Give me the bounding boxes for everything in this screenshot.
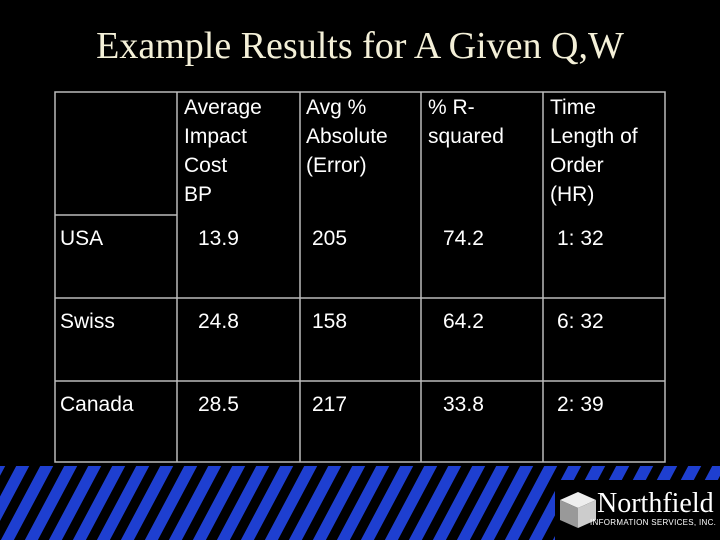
header-line: Absolute (306, 125, 388, 148)
header-cell: Avg % Absolute (Error) (306, 93, 388, 180)
header-cell: Average Impact Cost BP (184, 93, 262, 209)
header-line: Length of (550, 125, 638, 148)
header-cell: % R-squared (428, 93, 504, 151)
header-line: squared (428, 125, 504, 148)
header-line: Avg % (306, 96, 367, 119)
logo-subtitle: INFORMATION SERVICES, INC. (590, 518, 717, 527)
row-label: Swiss (60, 310, 115, 333)
header-line: Impact (184, 125, 248, 148)
table-cell: 74.2 (443, 227, 484, 250)
table-cell: 28.5 (198, 393, 239, 416)
table-cell: 6: 32 (557, 310, 604, 333)
table-cell: 1: 32 (557, 227, 604, 250)
table-grid (54, 91, 666, 463)
table-cell: 158 (312, 310, 348, 333)
header-cell: Time Length of Order (HR) (550, 93, 638, 209)
table-cell: 24.8 (198, 310, 239, 333)
table-cell: 64.2 (443, 310, 484, 333)
logo-name: Northfield (597, 488, 714, 519)
table-cell: 13.9 (198, 227, 239, 250)
table-cell: 217 (312, 393, 348, 416)
table-cell: 33.8 (443, 393, 484, 416)
header-line: Average (184, 96, 262, 119)
header-line: (Error) (306, 154, 367, 177)
header-line: Cost (184, 154, 228, 177)
table-cell: 205 (312, 227, 348, 250)
table-cell: 2: 39 (557, 393, 604, 416)
row-label: USA (60, 227, 104, 250)
header-line: (HR) (550, 183, 595, 206)
header-line: % R- (428, 96, 475, 119)
row-label: Canada (60, 393, 134, 416)
header-line: Order (550, 154, 604, 177)
header-line: BP (184, 183, 213, 206)
slide-title: Example Results for A Given Q,W (96, 25, 624, 67)
header-line: Time (550, 96, 596, 119)
logo-cube (560, 492, 596, 528)
